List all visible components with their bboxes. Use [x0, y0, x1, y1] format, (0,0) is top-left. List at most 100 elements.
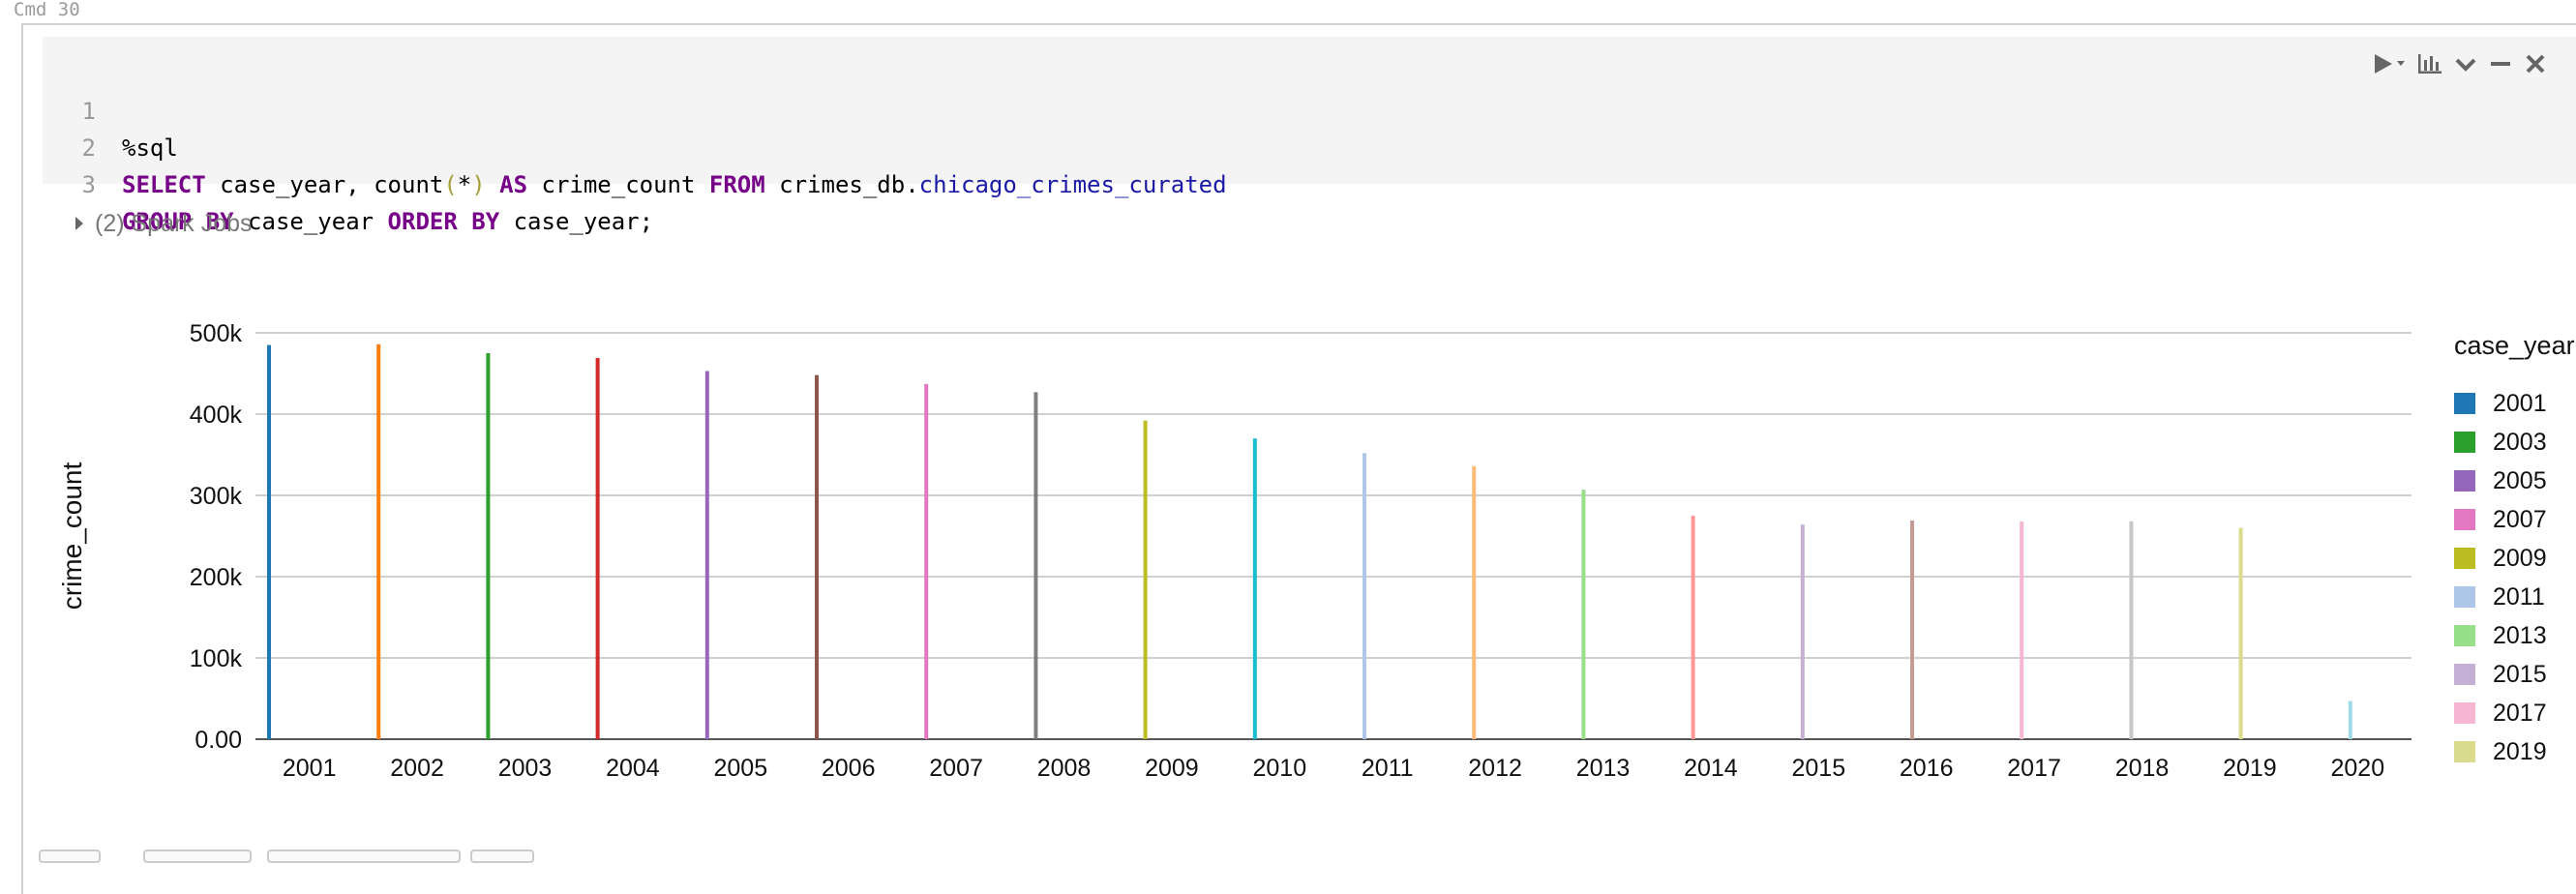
bar — [924, 383, 929, 739]
code-editor[interactable]: 1 %sql 2 SELECT case_year, count(*) AS c… — [43, 37, 2576, 235]
code-line: 2 SELECT case_year, count(*) AS crime_co… — [43, 93, 1227, 198]
y-tick-label: 300k — [190, 483, 243, 510]
code-text: crimes_db. — [764, 171, 919, 198]
legend-label: 2009 — [2493, 545, 2547, 572]
x-tick-label: 2001 — [283, 755, 337, 782]
x-tick-label: 2007 — [929, 755, 983, 782]
legend-label: 2005 — [2493, 467, 2547, 494]
x-tick-label: 2020 — [2330, 755, 2384, 782]
paren: ) — [471, 171, 486, 198]
close-icon[interactable] — [2522, 50, 2549, 77]
x-tick-label: 2017 — [2007, 755, 2061, 782]
bar — [595, 358, 600, 739]
bar — [1691, 516, 1695, 739]
legend-swatch — [2454, 586, 2475, 608]
x-tick-label: 2006 — [822, 755, 876, 782]
x-tick-label: 2019 — [2223, 755, 2277, 782]
play-icon[interactable] — [2371, 50, 2408, 77]
legend-swatch — [2454, 548, 2475, 569]
chevron-down-icon[interactable] — [2452, 50, 2479, 77]
code-text: case_year; — [499, 208, 654, 235]
y-tick-label: 100k — [190, 645, 243, 672]
legend-title: case_year — [2454, 331, 2575, 360]
legend-swatch — [2454, 432, 2475, 453]
legend-swatch — [2454, 393, 2475, 414]
cell-label: Cmd 30 — [14, 0, 80, 20]
bar — [704, 371, 709, 739]
legend-label: 2015 — [2493, 661, 2547, 688]
bar — [2238, 527, 2243, 739]
bar — [486, 353, 491, 739]
x-tick-label: 2008 — [1037, 755, 1092, 782]
bar — [1910, 521, 1914, 739]
bar — [1363, 453, 1366, 739]
spark-jobs-toggle[interactable]: (2) Spark Jobs — [74, 209, 253, 238]
code-text — [486, 171, 499, 198]
code-text: crime_count — [527, 171, 709, 198]
minus-icon[interactable] — [2487, 50, 2514, 77]
legend-label: 2003 — [2493, 429, 2547, 456]
bar — [815, 374, 819, 739]
x-tick-label: 2015 — [1791, 755, 1845, 782]
spark-jobs-label: (2) Spark Jobs — [95, 210, 253, 237]
caret-right-icon — [75, 217, 83, 230]
code-line: 3 GROUP BY case_year ORDER BY case_year; — [43, 130, 654, 235]
line-number: 1 — [81, 98, 96, 125]
legend-swatch — [2454, 625, 2475, 646]
x-tick-label: 2012 — [1468, 755, 1522, 782]
legend-label: 2013 — [2493, 622, 2547, 649]
legend-label: 2011 — [2493, 583, 2545, 611]
cell-toolbar — [2371, 45, 2549, 83]
output-button[interactable] — [39, 849, 101, 863]
legend-label: 2001 — [2493, 390, 2547, 417]
paren: ( — [443, 171, 458, 198]
code-text: case_year — [233, 208, 388, 235]
code-text: case_year, count — [205, 171, 444, 198]
x-tick-label: 2002 — [390, 755, 444, 782]
download-button[interactable] — [470, 849, 534, 863]
legend-label: 2019 — [2493, 738, 2547, 765]
bar-chart: 0.00 100k 200k 300k 400k 500k crime_count 2001 2… — [57, 320, 2575, 782]
x-tick-label: 2013 — [1576, 755, 1631, 782]
legend-swatch — [2454, 509, 2475, 530]
x-tick-label: 2004 — [606, 755, 660, 782]
line-number: 2 — [81, 134, 96, 162]
keyword: GROUP BY — [122, 208, 234, 235]
legend-label: 2007 — [2493, 506, 2547, 533]
y-axis-label: crime_count — [57, 462, 87, 611]
keyword: AS — [499, 171, 528, 198]
bar — [376, 343, 381, 739]
keyword: FROM — [708, 171, 765, 198]
x-tick-label: 2009 — [1145, 755, 1199, 782]
x-tick-label: 2003 — [498, 755, 553, 782]
table-name: chicago_crimes_curated — [918, 171, 1227, 198]
bar-chart-icon[interactable] — [2415, 50, 2444, 77]
legend-label: 2017 — [2493, 700, 2547, 727]
chart-type-button[interactable] — [143, 849, 252, 863]
notebook-cell: 1 %sql 2 SELECT case_year, count(*) AS c… — [21, 23, 2576, 894]
bar — [1033, 392, 1038, 739]
code-line: 1 %sql — [43, 56, 178, 162]
y-tick-label: 500k — [190, 320, 243, 347]
bar — [1472, 465, 1477, 739]
x-tick-label: 2005 — [713, 755, 767, 782]
keyword: SELECT — [122, 171, 206, 198]
legend-swatch — [2454, 664, 2475, 685]
code-text: * — [457, 171, 472, 198]
x-tick-label: 2016 — [1900, 755, 1954, 782]
x-tick-label: 2010 — [1252, 755, 1306, 782]
bar — [267, 344, 271, 739]
keyword: ORDER BY — [387, 208, 500, 235]
legend-swatch — [2454, 470, 2475, 492]
bar — [1800, 524, 1805, 739]
bar — [2020, 521, 2024, 739]
legend-swatch — [2454, 702, 2475, 724]
x-tick-label: 2014 — [1684, 755, 1738, 782]
x-tick-label: 2011 — [1362, 755, 1414, 782]
legend-swatch — [2454, 741, 2475, 762]
bar — [1252, 438, 1257, 739]
bar — [2348, 700, 2352, 739]
bar — [1581, 490, 1586, 739]
x-tick-label: 2018 — [2115, 755, 2170, 782]
plot-options-button[interactable] — [267, 849, 461, 863]
